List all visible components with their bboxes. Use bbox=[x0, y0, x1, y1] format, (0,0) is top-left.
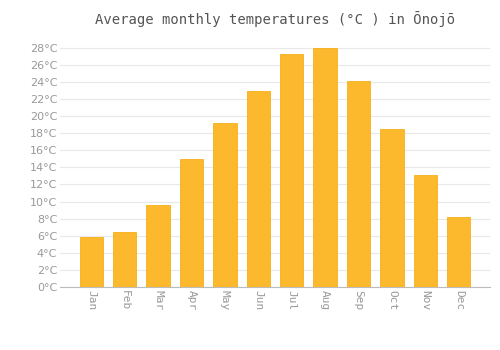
Bar bbox=[314, 48, 337, 287]
Bar bbox=[347, 81, 370, 287]
Bar bbox=[414, 175, 437, 287]
Bar bbox=[447, 217, 470, 287]
Bar bbox=[280, 54, 303, 287]
Bar bbox=[146, 205, 170, 287]
Bar bbox=[80, 237, 103, 287]
Bar bbox=[113, 232, 136, 287]
Bar bbox=[180, 159, 203, 287]
Bar bbox=[246, 91, 270, 287]
Bar bbox=[380, 129, 404, 287]
Title: Average monthly temperatures (°C ) in Ōnojō: Average monthly temperatures (°C ) in Ōn… bbox=[95, 11, 455, 27]
Bar bbox=[213, 123, 236, 287]
